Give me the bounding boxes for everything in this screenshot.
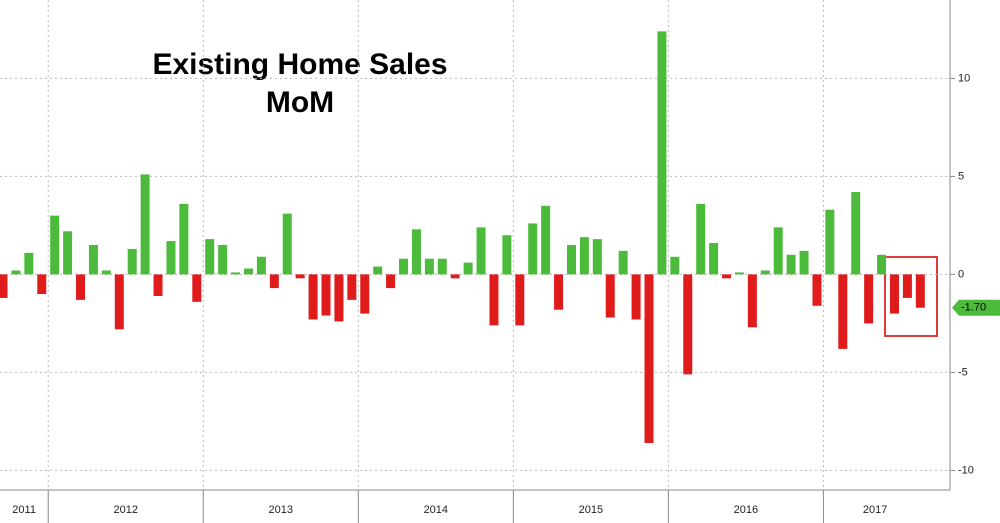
bar xyxy=(205,239,215,275)
bar xyxy=(24,252,34,275)
bar xyxy=(386,274,396,289)
bar xyxy=(463,262,473,275)
bar xyxy=(231,272,241,275)
x-tick-label: 2013 xyxy=(269,504,293,516)
bar xyxy=(747,274,757,328)
bar xyxy=(411,229,421,275)
bar xyxy=(915,274,925,308)
bar xyxy=(864,274,874,324)
bar xyxy=(760,270,770,275)
bar xyxy=(799,250,809,275)
bar xyxy=(541,205,551,275)
bar xyxy=(825,209,835,275)
y-tick-label: 0 xyxy=(958,268,964,280)
bar xyxy=(489,274,499,326)
x-tick-label: 2017 xyxy=(863,504,887,516)
chart-title: Existing Home Sales xyxy=(152,48,447,81)
bar xyxy=(722,274,732,279)
bar xyxy=(618,250,628,275)
bar xyxy=(851,192,861,275)
bar xyxy=(0,274,8,298)
bar xyxy=(166,241,176,275)
bar xyxy=(554,274,564,310)
x-tick-label: 2015 xyxy=(579,504,603,516)
y-tick-label: -5 xyxy=(958,366,968,378)
bar xyxy=(308,274,318,320)
bar xyxy=(424,258,434,275)
bar xyxy=(256,256,266,275)
bar xyxy=(670,256,680,275)
bar xyxy=(269,274,279,289)
bar xyxy=(877,254,887,275)
y-tick-label: 10 xyxy=(958,72,970,84)
bar xyxy=(734,272,744,275)
last-value-label: -1.70 xyxy=(961,302,986,314)
bar xyxy=(812,274,822,306)
bar xyxy=(709,243,719,275)
bar xyxy=(50,215,60,275)
bar xyxy=(773,227,783,275)
bar xyxy=(218,245,228,275)
highlight-box xyxy=(884,256,938,337)
last-value-marker xyxy=(952,299,1000,316)
bar xyxy=(786,254,796,275)
bar xyxy=(101,270,111,275)
x-tick-label: 2016 xyxy=(734,504,758,516)
y-tick-label: -10 xyxy=(958,464,974,476)
bar xyxy=(179,203,189,275)
bar xyxy=(192,274,202,302)
bar xyxy=(605,274,615,318)
bar xyxy=(243,268,253,275)
bar xyxy=(37,274,47,294)
x-tick-label: 2011 xyxy=(12,504,36,516)
x-tick-label: 2012 xyxy=(113,504,137,516)
bar xyxy=(889,274,899,314)
bar xyxy=(450,274,460,279)
bar xyxy=(373,266,383,275)
y-tick-label: 5 xyxy=(958,170,964,182)
bar xyxy=(502,235,512,275)
bar xyxy=(631,274,641,320)
bar xyxy=(76,274,86,300)
bar xyxy=(476,227,486,275)
bar xyxy=(88,245,98,275)
chart-subtitle: MoM xyxy=(266,86,334,119)
bar xyxy=(902,274,912,298)
bar xyxy=(11,270,21,275)
bar xyxy=(63,231,73,275)
bar xyxy=(515,274,525,326)
bar xyxy=(140,174,150,275)
bar xyxy=(644,274,654,443)
bar xyxy=(321,274,331,316)
bar xyxy=(114,274,124,330)
bar xyxy=(282,213,292,275)
bar xyxy=(657,31,667,275)
bar xyxy=(528,223,538,275)
bar xyxy=(579,237,589,275)
bar xyxy=(153,274,163,296)
bar xyxy=(399,258,409,275)
bar xyxy=(295,274,305,279)
bar xyxy=(437,258,447,275)
bar xyxy=(360,274,370,314)
bar xyxy=(592,239,602,275)
bar xyxy=(566,245,576,275)
bar xyxy=(127,248,137,275)
bar xyxy=(683,274,693,375)
x-tick-label: 2014 xyxy=(424,504,448,516)
bar xyxy=(696,203,706,275)
bar xyxy=(838,274,848,349)
bar xyxy=(334,274,344,322)
bar xyxy=(347,274,357,300)
